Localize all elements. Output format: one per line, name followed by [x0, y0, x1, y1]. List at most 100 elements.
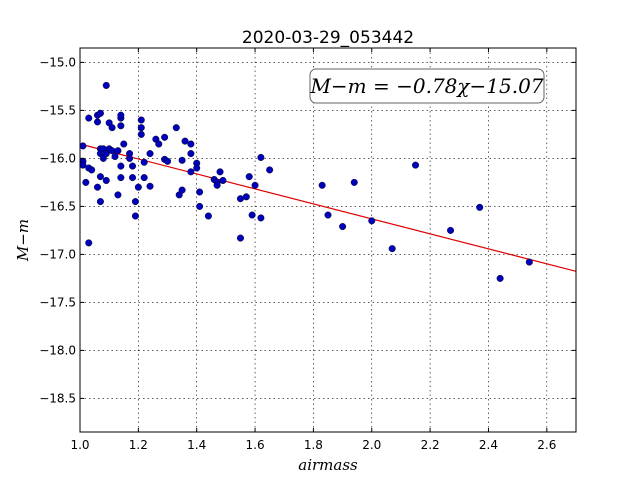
x-tick-label: 2.2 [421, 438, 440, 452]
data-point [111, 152, 119, 160]
data-point [181, 137, 189, 145]
data-point [193, 164, 201, 172]
x-tick-label: 2.0 [362, 438, 381, 452]
data-point [266, 166, 274, 174]
y-tick-label: −15.0 [39, 55, 76, 69]
data-point [96, 198, 104, 206]
data-point [129, 174, 137, 182]
data-point [96, 173, 104, 181]
data-point [236, 195, 244, 203]
data-point [447, 226, 455, 234]
data-point [129, 162, 137, 170]
data-point [204, 212, 212, 220]
data-point [172, 124, 180, 132]
data-point [196, 188, 204, 196]
x-tick-label: 1.4 [187, 438, 206, 452]
data-point [137, 130, 145, 138]
data-point [140, 174, 148, 182]
y-tick-label: −15.5 [39, 103, 76, 117]
data-point [412, 161, 420, 169]
data-point [213, 181, 221, 189]
data-point [85, 239, 93, 247]
data-point [219, 176, 227, 184]
data-point [236, 234, 244, 242]
data-point [126, 154, 134, 162]
x-axis-ticks: 1.0 1.2 1.4 1.6 1.8 2.0 2.2 2.4 2.6 [70, 48, 556, 452]
x-tick-label: 1.6 [246, 438, 265, 452]
data-point [102, 176, 110, 184]
grid-lines [79, 48, 576, 432]
x-tick-label: 1.8 [304, 438, 323, 452]
plot-background [80, 48, 576, 432]
y-tick-label: −17.5 [39, 295, 76, 309]
data-point [79, 161, 87, 169]
data-point [114, 191, 122, 199]
data-point [117, 174, 125, 182]
y-tick-label: −18.5 [39, 391, 76, 405]
data-point [164, 157, 172, 165]
x-axis-label: airmass [298, 456, 358, 474]
fit-line [79, 143, 577, 272]
fit-line-group [79, 143, 577, 272]
data-point [146, 150, 154, 158]
data-point [140, 158, 148, 166]
data-point [85, 114, 93, 122]
data-point [388, 245, 396, 253]
data-point [187, 140, 195, 148]
y-tick-label: −17.0 [39, 247, 76, 261]
data-point [137, 116, 145, 124]
data-point [79, 142, 87, 150]
fit-equation-text: M−m = −0.78χ−15.07 [309, 74, 543, 98]
data-point [350, 178, 358, 186]
data-point [257, 153, 265, 161]
data-point [88, 166, 96, 174]
x-tick-label: 2.4 [479, 438, 498, 452]
data-point [368, 217, 376, 225]
fit-equation-frame [309, 68, 545, 104]
data-point [525, 258, 533, 266]
data-point [114, 147, 122, 155]
x-tick-label: 1.0 [70, 438, 89, 452]
data-point [187, 150, 195, 158]
y-axis-label: M−m [14, 219, 32, 262]
data-point [251, 181, 259, 189]
data-point [178, 186, 186, 194]
data-point [117, 111, 125, 119]
data-point [82, 178, 90, 186]
data-point [178, 156, 186, 164]
data-point [248, 211, 256, 219]
data-point [245, 173, 253, 181]
data-point [117, 122, 125, 130]
y-axis-ticks: −15.0 −15.5 −16.0 −16.5 −17.0 −17.5 −18.0 −18.5 [39, 55, 576, 405]
data-point [117, 162, 125, 170]
data-point [102, 81, 110, 89]
data-point [96, 109, 104, 117]
y-tick-label: −16.0 [39, 151, 76, 165]
data-point [161, 133, 169, 141]
y-tick-label: −18.0 [39, 343, 76, 357]
data-point [324, 211, 332, 219]
plot-frame [79, 47, 577, 433]
y-tick-label: −16.5 [39, 199, 76, 213]
data-point [120, 140, 128, 148]
x-tick-label: 1.2 [129, 438, 148, 452]
data-point [257, 214, 265, 222]
chart-title: 2020-03-29_053442 [242, 28, 414, 48]
data-point [131, 198, 139, 206]
data-point [496, 274, 504, 282]
x-tick-label: 2.6 [537, 438, 556, 452]
data-point [108, 124, 116, 132]
data-point [187, 168, 195, 176]
data-point [476, 203, 484, 211]
data-point [108, 147, 116, 155]
data-point [242, 193, 250, 201]
data-point [94, 118, 102, 126]
data-point [318, 181, 326, 189]
data-point [94, 183, 102, 191]
data-point [137, 124, 145, 132]
data-point [196, 202, 204, 210]
fit-equation-box: M−m = −0.78χ−15.07 [309, 68, 545, 104]
data-point [339, 223, 347, 231]
data-point [155, 140, 163, 148]
